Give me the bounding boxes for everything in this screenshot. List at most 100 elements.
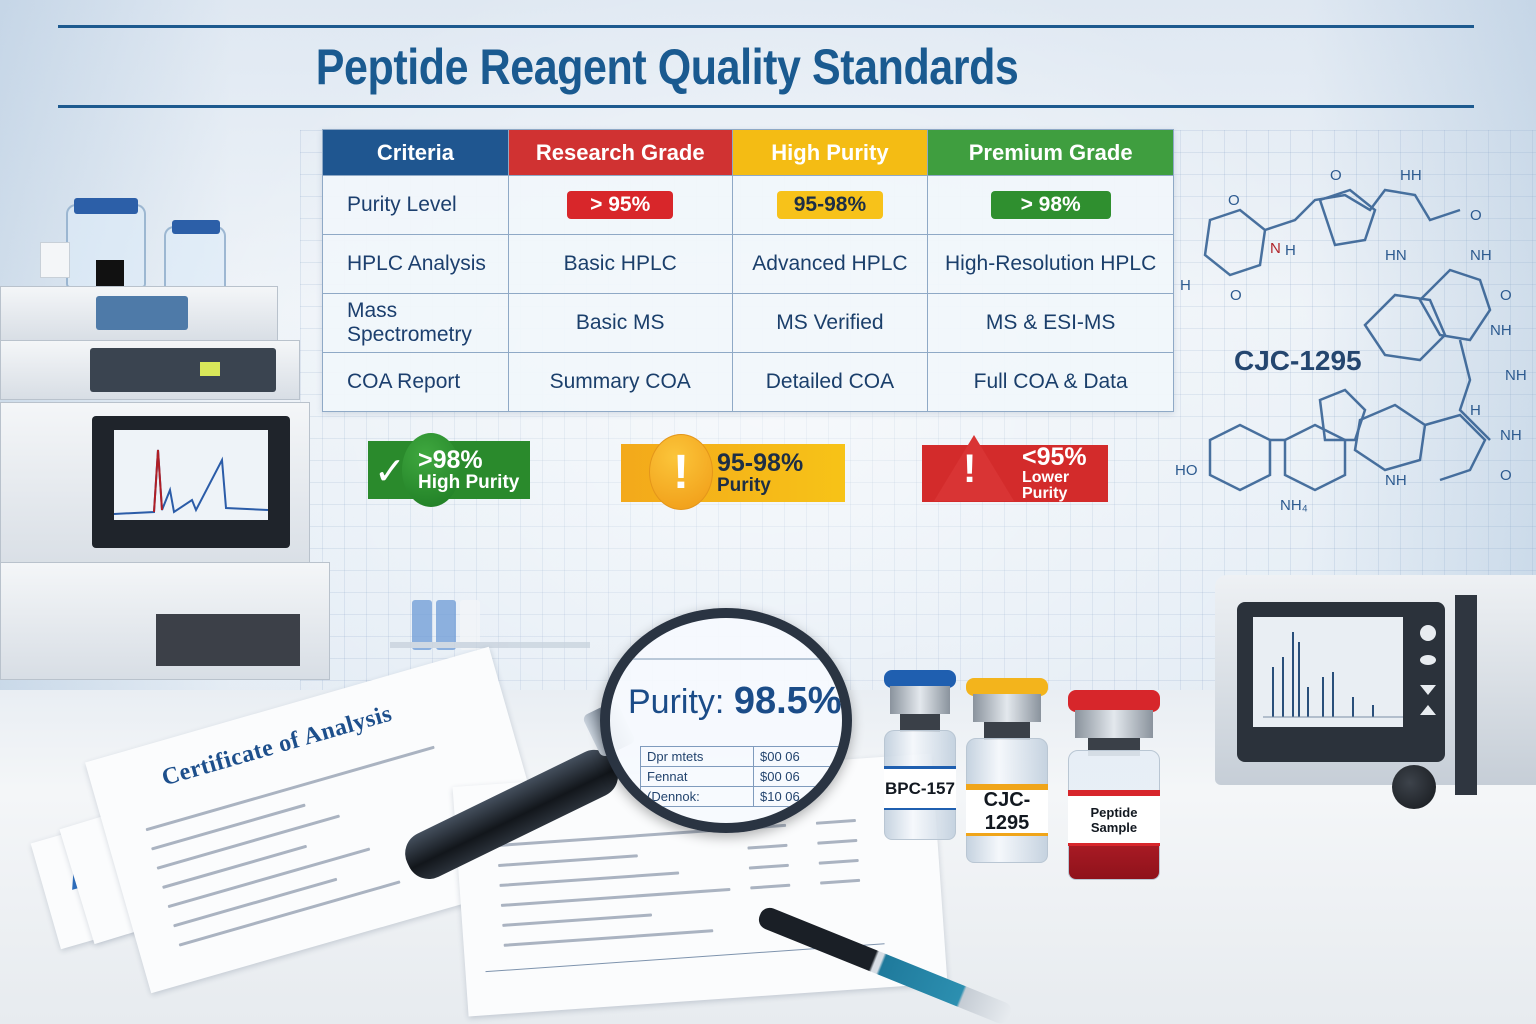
title-rule-bottom <box>58 105 1474 108</box>
vial-label: BPC-157 <box>884 766 956 810</box>
hplc-instrument <box>0 190 330 680</box>
svg-text:O: O <box>1230 287 1242 304</box>
table-row: Mass Spectrometry Basic MS MS Verified M… <box>322 293 1174 353</box>
header-research-grade: Research Grade <box>507 129 733 176</box>
svg-text:HO: HO <box>1175 462 1198 479</box>
purity-pill-research: > 95% <box>567 191 674 219</box>
high-cell: MS Verified <box>731 293 929 353</box>
premium-cell: Full COA & Data <box>927 352 1174 412</box>
purity-label: Purity: <box>628 683 725 721</box>
criteria-cell: Purity Level <box>322 175 509 235</box>
high-cell: 95-98% <box>731 175 929 235</box>
svg-text:H: H <box>1180 277 1191 294</box>
purity-pill-premium: > 98% <box>990 191 1111 219</box>
arrow-down-icon[interactable] <box>1420 685 1436 695</box>
header-criteria: Criteria <box>322 129 509 176</box>
svg-text:NH: NH <box>1500 427 1522 444</box>
research-cell: Summary COA <box>507 352 733 412</box>
page-title: Peptide Reagent Quality Standards <box>315 39 1019 95</box>
reservoir <box>40 242 70 278</box>
checkmark-icon: ✓ <box>374 451 406 493</box>
mass-spectrum-screen <box>1253 617 1403 727</box>
svg-text:NH₄: NH₄ <box>1280 497 1308 514</box>
premium-cell: High-Resolution HPLC <box>927 234 1174 294</box>
vial-cap <box>966 678 1048 696</box>
high-cell: Detailed COA <box>731 352 929 412</box>
svg-text:HN: HN <box>1385 247 1407 264</box>
table-header-row: Criteria Research Grade High Purity Prem… <box>322 129 1174 176</box>
quality-standards-table: Criteria Research Grade High Purity Prem… <box>322 129 1174 412</box>
title-rule-top <box>58 25 1474 28</box>
chromatogram-screen <box>92 416 290 548</box>
badge-ring <box>402 433 460 507</box>
control-button[interactable] <box>1420 655 1436 665</box>
svg-text:O: O <box>1330 167 1342 184</box>
svg-text:N: N <box>1270 240 1281 257</box>
warning-exclamation-glyph: ! <box>963 447 977 491</box>
table-row: Fennat $00 06 <box>640 766 840 787</box>
molecule-label: CJC-1295 <box>1234 345 1362 376</box>
mass-spectrum-chart <box>1263 632 1403 718</box>
table-row: HPLC Analysis Basic HPLC Advanced HPLC H… <box>322 234 1174 294</box>
rotary-knob[interactable] <box>1392 765 1436 809</box>
svg-text:NH: NH <box>1470 247 1492 264</box>
chromatogram-chart <box>113 449 269 515</box>
control-button[interactable] <box>1420 625 1436 641</box>
bottle-cap <box>172 220 220 234</box>
table-row: Purity Level > 95% 95-98% > 98% <box>322 175 1174 235</box>
status-light <box>200 362 220 376</box>
magnified-table: Dpr mtets $00 06 Fennat $00 06 (Dennok: … <box>640 746 840 807</box>
criteria-cell: HPLC Analysis <box>322 234 509 294</box>
arrow-up-icon[interactable] <box>1420 705 1436 715</box>
badge-value: 95-98% <box>717 449 804 477</box>
vial-cjc-1295: CJC-1295 <box>966 678 1048 863</box>
badge-value: <95% <box>1022 443 1087 471</box>
criteria-cell: Mass Spectrometry <box>322 293 509 353</box>
svg-text:H: H <box>1470 402 1481 419</box>
lcd-panel <box>96 296 188 330</box>
magnified-purity: Purity: 98.5% <box>628 680 842 723</box>
header-premium-grade: Premium Grade <box>927 129 1174 176</box>
vial-bpc-157: BPC-157 <box>884 670 956 840</box>
svg-text:O: O <box>1500 287 1512 304</box>
high-cell: Advanced HPLC <box>731 234 929 294</box>
exclamation-circle-icon: ! <box>649 434 713 510</box>
mass-spectrometer <box>1205 565 1536 825</box>
badge-value: >98% <box>418 446 483 474</box>
premium-cell: > 98% <box>927 175 1174 235</box>
warning-triangle-icon <box>934 435 1014 501</box>
svg-text:NH: NH <box>1490 322 1512 339</box>
mid-purity-badge: ! 95-98% Purity <box>621 434 845 510</box>
svg-text:NH: NH <box>1385 472 1407 489</box>
research-cell: > 95% <box>507 175 733 235</box>
purity-pill-high: 95-98% <box>776 191 883 219</box>
solvent-bottle <box>164 226 226 290</box>
vial-peptide-sample: Peptide Sample <box>1068 690 1160 880</box>
high-purity-badge: ✓ >98% High Purity <box>368 433 530 507</box>
svg-text:HH: HH <box>1400 167 1422 184</box>
svg-text:H: H <box>1285 242 1296 259</box>
table-row: (Dennok: $10 06 <box>640 786 840 807</box>
research-cell: Basic MS <box>507 293 733 353</box>
lower-purity-badge: ! <95% Lower Purity <box>922 435 1108 502</box>
criteria-cell: COA Report <box>322 352 509 412</box>
badge-label: Lower Purity <box>1022 469 1070 502</box>
bottle-cap <box>74 198 138 214</box>
purity-value: 98.5% <box>733 680 842 722</box>
header-high-purity: High Purity <box>731 129 929 176</box>
research-cell: Basic HPLC <box>507 234 733 294</box>
table-row: COA Report Summary COA Detailed COA Full… <box>322 352 1174 412</box>
vial-cap <box>884 670 956 688</box>
dark-bottle <box>96 260 124 286</box>
vial-label: CJC-1295 <box>966 784 1048 836</box>
badge-label: Purity <box>717 475 771 496</box>
control-panel <box>90 348 276 392</box>
table-row: Dpr mtets $00 06 <box>640 746 840 767</box>
svg-text:NH: NH <box>1505 367 1527 384</box>
vial-cap <box>1068 690 1160 712</box>
sample-drawer <box>156 614 300 666</box>
lab-shelf <box>390 560 640 680</box>
premium-cell: MS & ESI-MS <box>927 293 1174 353</box>
svg-text:O: O <box>1228 192 1240 209</box>
